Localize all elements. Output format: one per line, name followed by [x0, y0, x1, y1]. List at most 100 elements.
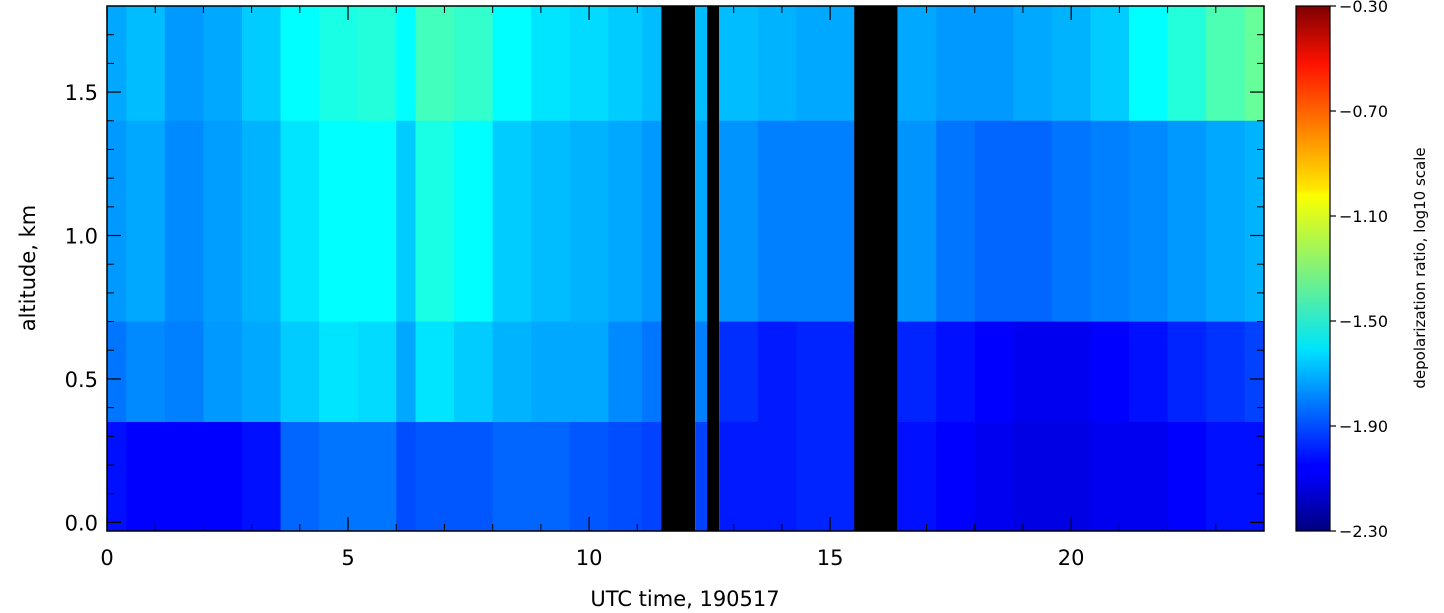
heatmap-cell — [164, 6, 205, 122]
heatmap-cell — [319, 6, 359, 122]
heatmap-cell — [1167, 321, 1207, 423]
heatmap-cell — [936, 120, 976, 323]
heatmap-cell — [241, 6, 282, 122]
x-tick-label: 20 — [1058, 546, 1085, 570]
heatmap-cell — [531, 6, 571, 122]
colorbar-tick-label: −1.50 — [1339, 312, 1388, 331]
heatmap-cell — [1013, 120, 1053, 323]
heatmap-cell — [897, 321, 937, 423]
heatmap-cell — [126, 421, 166, 531]
heatmap-cell — [974, 321, 1014, 423]
heatmap-cell — [569, 6, 609, 122]
heatmap-cell — [1244, 421, 1264, 531]
heatmap-cell — [1090, 321, 1130, 423]
heatmap-cell — [492, 6, 532, 122]
heatmap-cell — [695, 6, 708, 122]
colorbar-ticks: −2.30 −1.90 −1.50 −1.10 −0.70 −0.30 — [1330, 0, 1388, 541]
heatmap-cell — [1206, 421, 1246, 531]
colorbar-tick-label: −0.30 — [1339, 0, 1388, 16]
heatmap-cell — [319, 421, 359, 531]
heatmap-cell — [531, 120, 571, 323]
heatmap-cell — [492, 321, 532, 423]
heatmap-cell — [936, 6, 976, 122]
heatmap-cell — [1244, 321, 1264, 423]
heatmap-cell — [1167, 421, 1207, 531]
heatmap-cell — [1129, 421, 1169, 531]
heatmap-cell — [796, 421, 855, 531]
heatmap-cell — [164, 421, 205, 531]
heatmap-cell — [936, 321, 976, 423]
heatmap-cell — [280, 321, 320, 423]
heatmap-cell — [396, 6, 417, 122]
heatmap-cell — [107, 120, 127, 323]
heatmap-cell — [396, 120, 417, 323]
heatmap-cell — [897, 421, 937, 531]
heatmap-cell — [608, 120, 643, 323]
heatmap-cell — [492, 421, 532, 531]
heatmap-cell — [1013, 421, 1053, 531]
heatmap-cell — [1206, 6, 1246, 122]
heatmap-cell — [642, 6, 662, 122]
heatmap-cell — [608, 6, 643, 122]
heatmap-cell — [203, 6, 243, 122]
heatmap-cell — [897, 6, 937, 122]
heatmap-cell — [569, 120, 609, 323]
heatmap-cell — [241, 421, 282, 531]
heatmap-cell — [719, 421, 759, 531]
heatmap-cell — [1167, 120, 1207, 323]
heatmap-cell — [164, 321, 205, 423]
heatmap-cell — [357, 6, 397, 122]
x-tick-label: 0 — [100, 546, 113, 570]
no-data-gap — [707, 6, 720, 531]
heatmap-cell — [974, 120, 1014, 323]
heatmap-cell — [757, 321, 797, 423]
heatmap-cell — [203, 120, 243, 323]
heatmap-cell — [1051, 421, 1092, 531]
heatmap-cell — [608, 321, 643, 423]
colorbar-tick-label: −1.10 — [1339, 207, 1388, 226]
heatmap-cell — [1244, 120, 1264, 323]
heatmap-cell — [531, 321, 571, 423]
heatmap-cell — [1051, 6, 1092, 122]
heatmap-cell — [936, 421, 976, 531]
heatmap-cell — [974, 421, 1014, 531]
y-axis-ticks: 0.0 0.5 1.0 1.5 — [65, 34, 1264, 535]
heatmap-cell — [241, 321, 282, 423]
heatmap-cell — [203, 421, 243, 531]
heatmap-cell — [796, 6, 855, 122]
x-tick-label: 10 — [576, 546, 603, 570]
heatmap-cell — [126, 120, 166, 323]
heatmap-cell — [719, 120, 759, 323]
heatmap-cell — [415, 321, 455, 423]
heatmap-cell — [897, 120, 937, 323]
x-axis-title: UTC time, 190517 — [590, 587, 779, 611]
heatmap-cell — [1051, 321, 1092, 423]
heatmap-cell — [280, 120, 320, 323]
heatmap-cell — [1206, 120, 1246, 323]
heatmap-cell — [319, 321, 359, 423]
heatmap-cell — [642, 321, 662, 423]
heatmap-cell — [415, 421, 455, 531]
heatmap-cell — [107, 421, 127, 531]
heatmap-cell — [719, 321, 759, 423]
heatmap-cell — [454, 120, 494, 323]
heatmap-cell — [757, 120, 797, 323]
colorbar-tick-label: −0.70 — [1339, 102, 1388, 121]
heatmap-cell — [396, 421, 417, 531]
heatmap-cell — [1206, 321, 1246, 423]
colorbar-tick-label: −2.30 — [1339, 522, 1388, 541]
heatmap-cell — [492, 120, 532, 323]
heatmap-cell — [454, 6, 494, 122]
heatmap-cell — [357, 321, 397, 423]
heatmap-cell — [1051, 120, 1092, 323]
heatmap-cell — [796, 120, 855, 323]
heatmap-cell — [357, 120, 397, 323]
heatmap-cell — [415, 120, 455, 323]
colorbar — [1295, 5, 1331, 532]
y-tick-label: 0.0 — [65, 511, 98, 535]
heatmap-cell — [280, 421, 320, 531]
heatmap-cell — [1090, 6, 1130, 122]
x-tick-label: 5 — [341, 546, 354, 570]
heatmap-cell — [1129, 6, 1169, 122]
